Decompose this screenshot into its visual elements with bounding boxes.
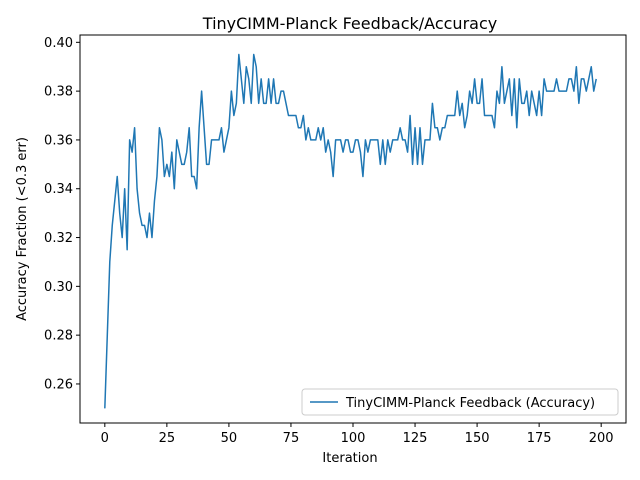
x-tick-label: 150	[465, 431, 490, 446]
legend-box	[301, 388, 619, 416]
y-tick-label: 0.32	[44, 231, 73, 246]
chart-title: TinyCIMM-Planck Feedback/Accuracy	[202, 14, 497, 33]
x-tick-label: 200	[589, 431, 614, 446]
x-tick-label: 175	[527, 431, 552, 446]
x-axis-label: Iteration	[322, 451, 377, 466]
x-tick-label: 50	[221, 431, 238, 446]
plot-area	[80, 35, 626, 423]
y-tick-label: 0.36	[44, 133, 73, 148]
y-tick-label: 0.30	[44, 280, 73, 295]
x-axis-ticks: 0 25 50 75 100 125 150 175 200	[101, 423, 614, 446]
x-tick-label: 75	[283, 431, 300, 446]
x-tick-label: 100	[341, 431, 366, 446]
x-tick-label: 25	[159, 431, 176, 446]
plot-frame	[79, 34, 627, 424]
legend: TinyCIMM-Planck Feedback (Accuracy)	[301, 388, 619, 416]
y-tick-label: 0.26	[44, 377, 73, 392]
legend-label: TinyCIMM-Planck Feedback (Accuracy)	[345, 396, 595, 411]
y-tick-label: 0.28	[44, 329, 73, 344]
y-axis-label: Accuracy Fraction (<0.3 err)	[15, 137, 30, 321]
y-tick-label: 0.38	[44, 85, 73, 100]
x-tick-label: 0	[101, 431, 109, 446]
accuracy-series-line	[104, 53, 597, 409]
y-tick-label: 0.40	[44, 36, 73, 51]
x-tick-label: 125	[403, 431, 428, 446]
y-axis-ticks: 0.26 0.28 0.30 0.32 0.34 0.36 0.38 0.40	[44, 36, 80, 392]
y-tick-label: 0.34	[44, 182, 73, 197]
